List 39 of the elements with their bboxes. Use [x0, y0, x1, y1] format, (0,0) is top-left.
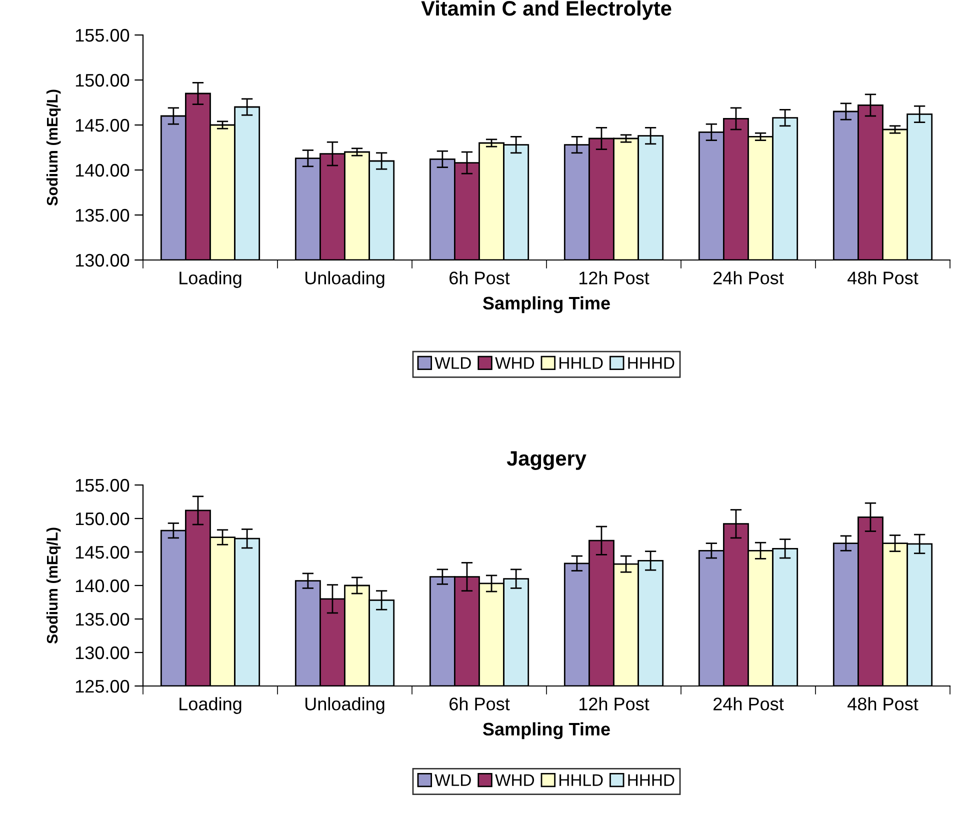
chart-title: Vitamin C and Electrolyte	[421, 0, 672, 20]
legend-label: WHD	[495, 357, 534, 369]
y-tick-label: 155.00	[76, 28, 130, 42]
y-axis-title: Sodium (mEq/L)	[46, 90, 61, 206]
y-tick-label: 135.00	[76, 612, 130, 626]
chart-title: Jaggery	[506, 451, 586, 470]
y-tick-label: 130.00	[76, 646, 130, 660]
x-tick-label: 12h Post	[579, 697, 650, 710]
x-tick-label: 12h Post	[579, 271, 650, 284]
y-tick-label: 140.00	[76, 579, 130, 592]
x-tick-label: 48h Post	[848, 271, 918, 284]
y-tick-label: 130.00	[76, 254, 130, 267]
y-tick-label: 150.00	[76, 512, 130, 526]
x-tick-label: 24h Post	[714, 271, 784, 284]
legend-label: HHLD	[560, 774, 603, 786]
legend-label: WHD	[495, 774, 534, 786]
y-tick-label: 140.00	[76, 164, 130, 177]
y-tick-label: 145.00	[76, 118, 130, 132]
legend-label: HHLD	[560, 357, 603, 369]
y-tick-label: 125.00	[76, 680, 130, 693]
y-tick-label: 155.00	[76, 478, 130, 492]
x-axis-title: Sampling Time	[482, 296, 610, 314]
x-tick-label: Unloading	[305, 271, 384, 288]
x-tick-label: Loading	[180, 271, 242, 288]
y-tick-label: 150.00	[76, 74, 130, 87]
legend-label: HHHD	[628, 357, 674, 369]
x-tick-label: 6h Post	[450, 697, 510, 710]
x-tick-label: 48h Post	[848, 697, 918, 710]
legend-label: WLD	[434, 357, 471, 369]
legend-label: WLD	[434, 774, 471, 786]
y-tick-label: 145.00	[76, 546, 130, 559]
y-tick-label: 135.00	[76, 208, 130, 222]
x-axis-title: Sampling Time	[482, 722, 610, 740]
x-tick-label: 24h Post	[714, 697, 784, 710]
x-tick-label: Unloading	[305, 697, 384, 714]
legend-label: HHHD	[628, 774, 674, 786]
x-tick-label: 6h Post	[450, 271, 510, 284]
x-tick-label: Loading	[180, 697, 242, 714]
y-axis-title: Sodium (mEq/L)	[46, 528, 61, 644]
